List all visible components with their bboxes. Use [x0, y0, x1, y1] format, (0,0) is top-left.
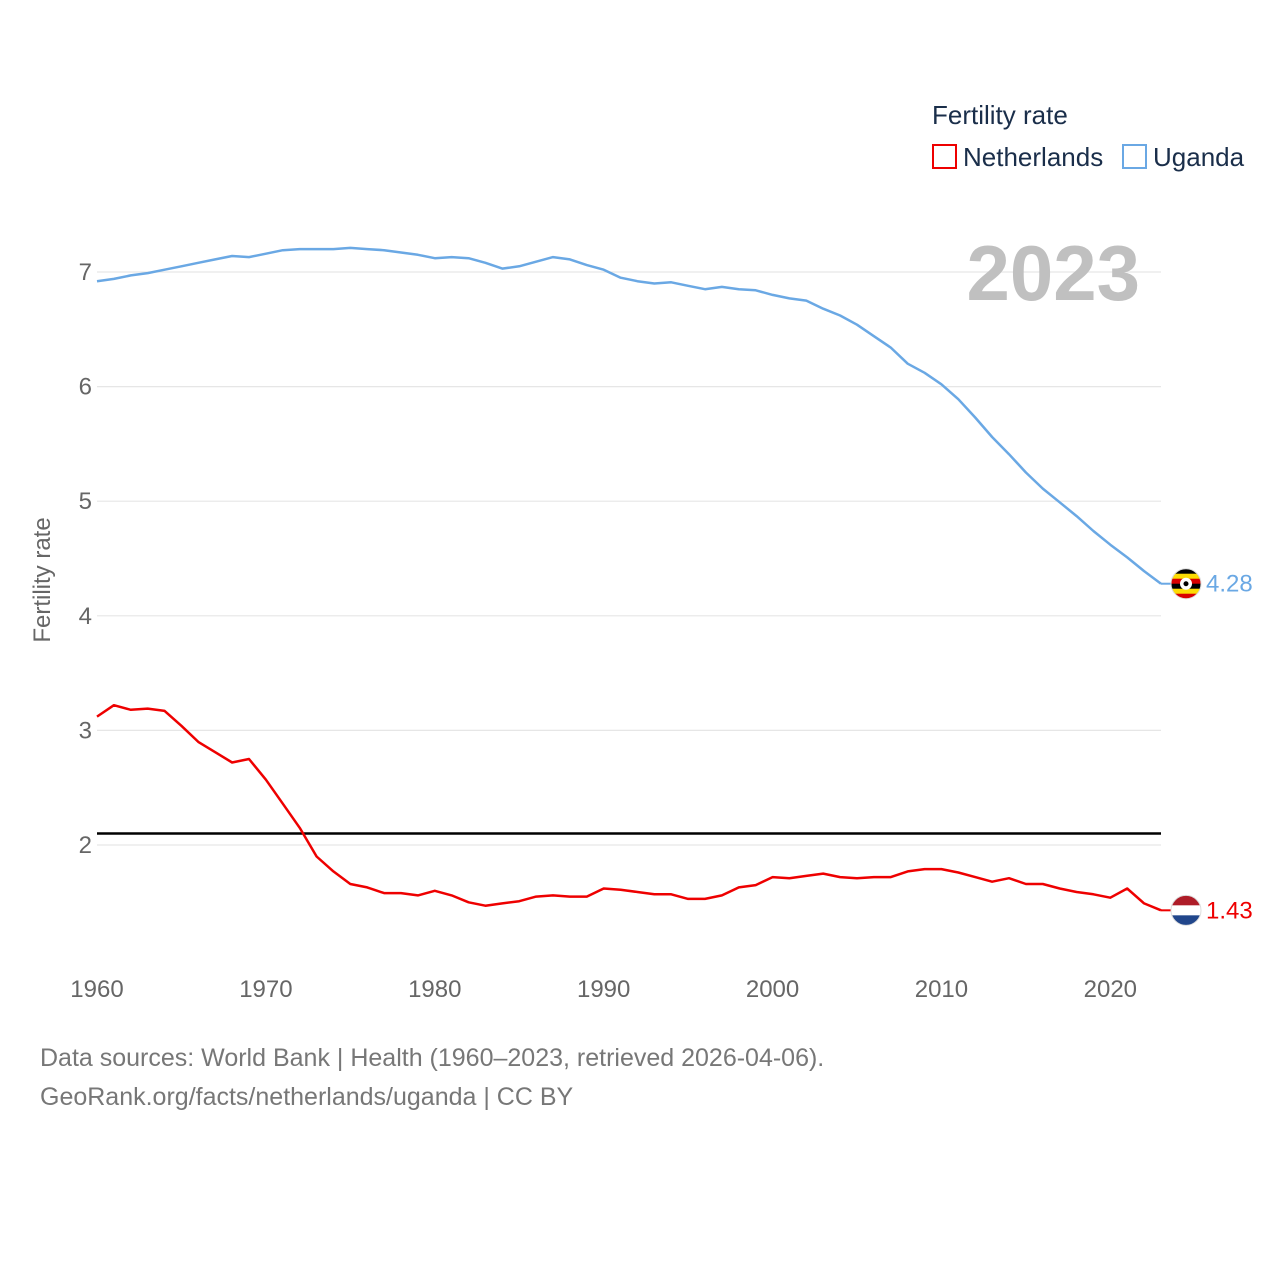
- legend-label-netherlands[interactable]: Netherlands: [963, 142, 1103, 172]
- y-tick-label: 6: [79, 374, 92, 401]
- series-end-markers: 1.43 4.28: [1161, 568, 1253, 926]
- x-tick-label: 1970: [239, 976, 292, 1003]
- y-tick-label: 3: [79, 717, 92, 744]
- y-tick-label: 4: [79, 603, 92, 630]
- x-tick-label: 1980: [408, 976, 461, 1003]
- x-tick-label: 2010: [915, 976, 968, 1003]
- x-tick-label: 2000: [746, 976, 799, 1003]
- netherlands-flag-icon: [1171, 895, 1201, 926]
- legend-swatch-uganda[interactable]: [1122, 144, 1147, 169]
- x-tick-label: 2020: [1084, 976, 1137, 1003]
- x-tick-label: 1990: [577, 976, 630, 1003]
- source-url[interactable]: GeoRank.org/facts/netherlands/uganda | C…: [40, 1083, 574, 1111]
- x-axis-ticks: 1960 1970 1980 1990 2000 2010 2020: [70, 976, 1137, 1003]
- legend: Fertility rate Netherlands Uganda: [932, 100, 1245, 172]
- y-tick-label: 2: [79, 832, 92, 859]
- x-tick-label: 1960: [70, 976, 123, 1003]
- uganda-flag-icon: [1171, 568, 1201, 599]
- year-label: 2023: [966, 229, 1140, 317]
- legend-title: Fertility rate: [932, 100, 1068, 130]
- y-axis-title: Fertility rate: [29, 517, 56, 642]
- end-value-uganda: 4.28: [1206, 571, 1253, 598]
- data-sources-note: Data sources: World Bank | Health (1960–…: [40, 1044, 825, 1072]
- y-tick-label: 7: [79, 259, 92, 286]
- grid-lines: [97, 271, 1161, 846]
- end-value-netherlands: 1.43: [1206, 897, 1253, 924]
- series-lines: [96, 246, 1162, 912]
- y-tick-label: 5: [79, 488, 92, 515]
- y-axis-ticks: 2 3 4 5 6 7: [79, 259, 92, 859]
- series-line-netherlands[interactable]: [96, 703, 1162, 912]
- legend-label-uganda[interactable]: Uganda: [1153, 142, 1245, 172]
- legend-swatch-netherlands[interactable]: [932, 144, 957, 169]
- series-line-uganda[interactable]: [96, 246, 1162, 585]
